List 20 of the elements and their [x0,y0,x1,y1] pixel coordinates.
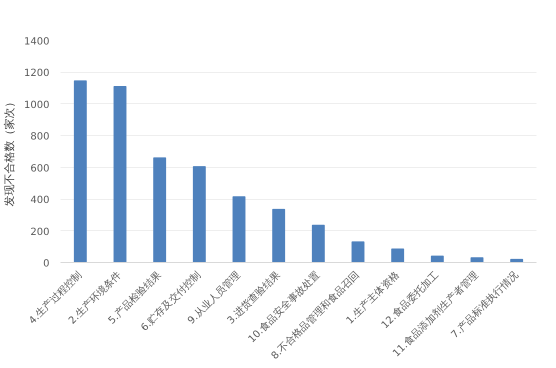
y-tick-label: 1000 [24,100,50,111]
y-tick-label: 400 [30,195,50,206]
bar [352,241,364,262]
y-tick-label: 600 [30,163,50,174]
bar [114,86,126,262]
bar [391,248,404,262]
bar [312,224,325,262]
y-axis-title: 发现不合格数（家次） [3,96,16,206]
bar [272,208,286,262]
bar [232,196,246,262]
bar [74,80,87,262]
y-tick-label: 0 [43,258,50,270]
y-tick-label: 1200 [24,68,50,80]
y-tick-label: 800 [30,132,50,143]
y-tick-label: 1400 [24,36,50,48]
bar [153,157,166,262]
bar [470,257,484,262]
bar [192,166,206,262]
y-tick-label: 200 [30,226,50,238]
bar [430,256,444,262]
